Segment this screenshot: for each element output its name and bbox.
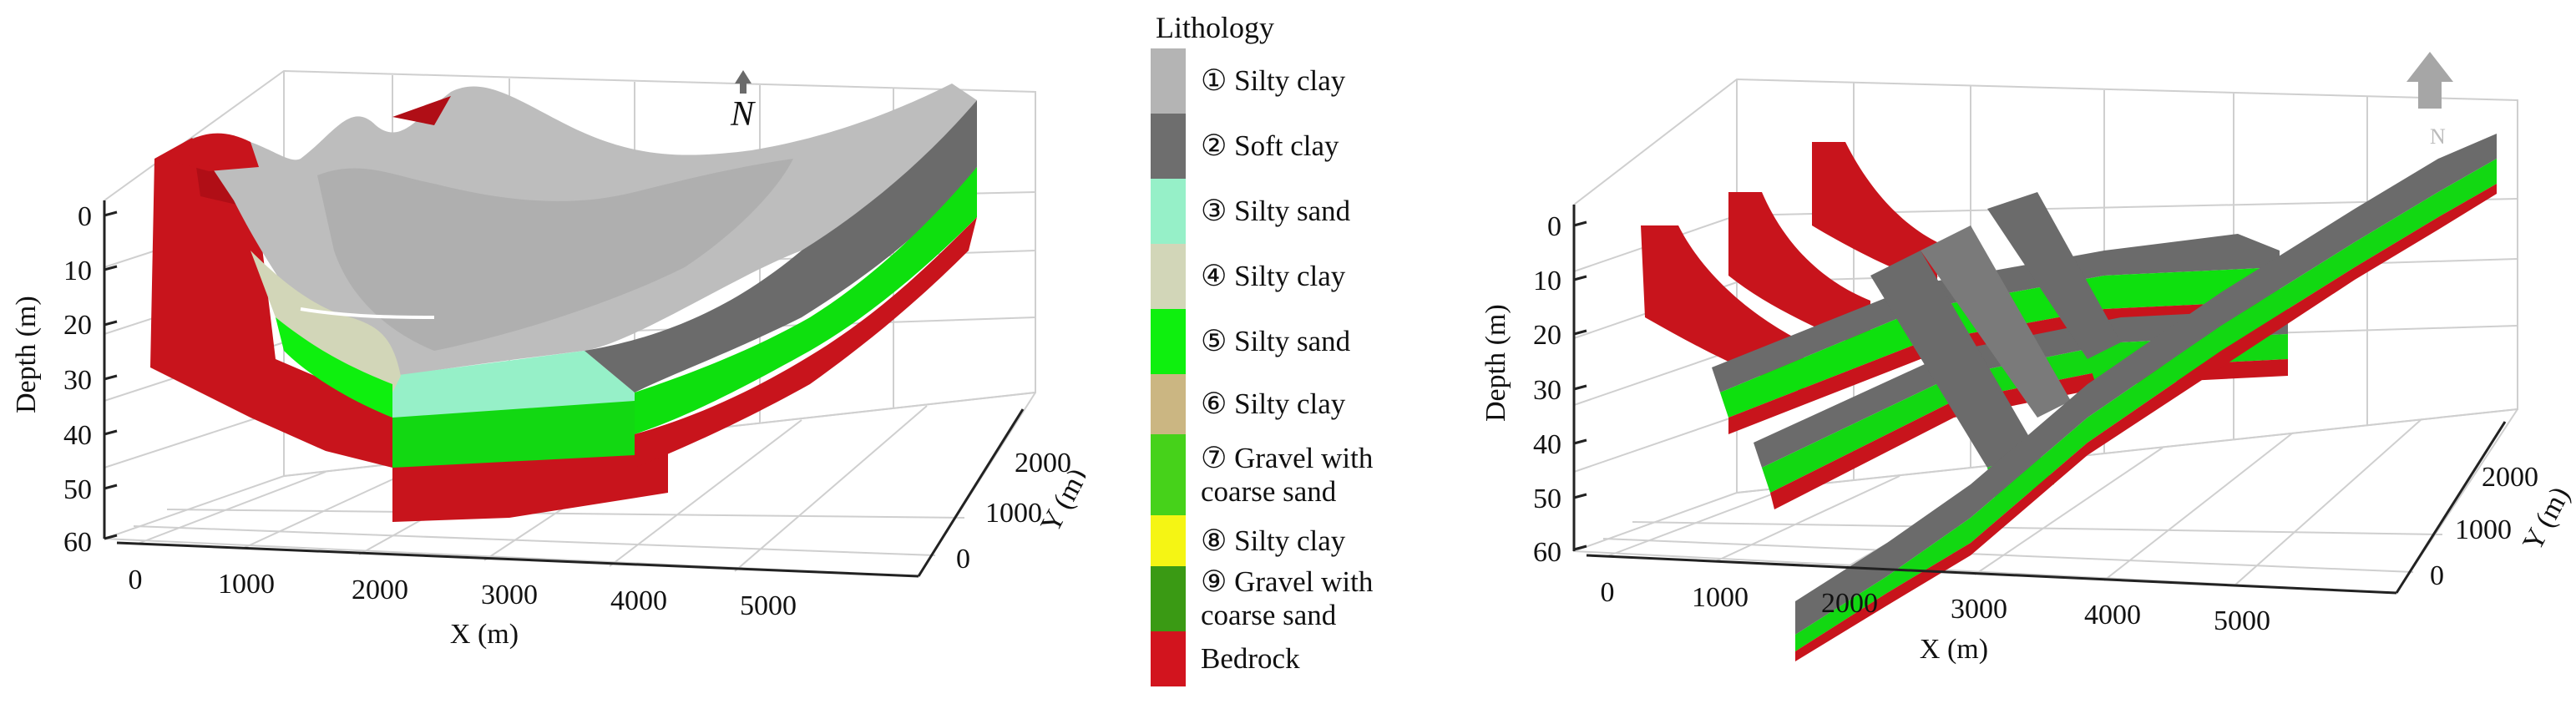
- right-x-tick: 3000: [1951, 594, 2007, 625]
- right-x-tick: 2000: [1821, 588, 1878, 619]
- left-depth-tick: 20: [63, 310, 92, 341]
- right-y-tick: 2000: [2482, 462, 2538, 493]
- left-y-tick: 1000: [985, 498, 1042, 529]
- left-y-axis: 0 1000 2000 Y (m): [917, 408, 1094, 577]
- legend-swatch: [1151, 48, 1186, 114]
- right-x-tick: 0: [1601, 577, 1615, 608]
- left-depth-tick: 0: [78, 201, 92, 232]
- left-y-tick: 0: [956, 544, 970, 575]
- legend-label: ⑧ Silty clay: [1201, 524, 1346, 557]
- left-depth-tick: 40: [63, 420, 92, 451]
- left-x-tick: 4000: [610, 585, 667, 616]
- left-north-arrow: N: [730, 70, 756, 134]
- legend-swatch: [1151, 114, 1186, 179]
- right-depth-axis: 0 10 20 30 40 50 60 Depth (m): [1480, 205, 1587, 568]
- left-plot-canvas: N 0 10 20 30 40 50 60 Depth (m) 0 1000: [11, 69, 1094, 650]
- legend-label: ⑥ Silty clay: [1201, 387, 1346, 420]
- left-depth-tick: 10: [63, 256, 92, 286]
- legend-label: ⑨ Gravel with coarse sand: [1201, 565, 1374, 631]
- right-depth-axis-label: Depth (m): [1480, 304, 1511, 422]
- right-y-axis: 0 1000 2000 Y (m): [2395, 421, 2576, 594]
- right-x-tick: 1000: [1692, 582, 1749, 613]
- right-x-tick: 5000: [2214, 605, 2270, 636]
- left-x-tick: 3000: [481, 580, 538, 610]
- legend-swatch: [1151, 179, 1186, 244]
- left-x-tick: 1000: [218, 569, 275, 600]
- legend-swatch: [1151, 244, 1186, 309]
- legend-label: ④ Silty clay: [1201, 260, 1346, 292]
- left-depth-axis-label: Depth (m): [11, 296, 42, 413]
- right-plot-canvas: N 0 10 20 30 40 50 60 Depth (m) 0 1000: [1480, 52, 2576, 665]
- legend-label: ⑦ Gravel with coarse sand: [1201, 441, 1374, 508]
- right-depth-tick: 50: [1533, 484, 1561, 514]
- legend-label: Bedrock: [1201, 642, 1300, 675]
- right-depth-tick: 10: [1533, 266, 1561, 296]
- legend-swatch: [1151, 566, 1186, 631]
- right-depth-tick: 0: [1547, 211, 1561, 242]
- right-cross-sections: [1641, 134, 2497, 661]
- right-3d-section-plot: N 0 10 20 30 40 50 60 Depth (m) 0 1000: [1453, 0, 2576, 700]
- left-depth-axis: 0 10 20 30 40 50 60 Depth (m): [11, 200, 118, 558]
- left-x-axis: 0 1000 2000 3000 4000 5000 X (m): [116, 541, 919, 650]
- legend-item: ③ Silty sand: [1151, 179, 1451, 244]
- legend-item: ⑤ Silty sand: [1151, 309, 1451, 374]
- left-x-tick: 0: [129, 565, 143, 595]
- legend-swatch: [1151, 434, 1186, 515]
- left-geologic-block: [150, 84, 977, 522]
- left-x-axis-label: X (m): [450, 619, 519, 650]
- left-x-tick: 2000: [352, 575, 408, 605]
- left-depth-tick: 60: [63, 527, 92, 558]
- legend-item: ⑥ Silty clay: [1151, 374, 1451, 434]
- right-y-axis-label: Y (m): [2517, 482, 2576, 556]
- left-depth-tick: 50: [63, 474, 92, 505]
- legend-swatch: [1151, 309, 1186, 374]
- lithology-legend: Lithology ① Silty clay ② Soft clay ③ Silty…: [1151, 0, 1451, 700]
- right-y-tick: 1000: [2455, 514, 2512, 545]
- right-north-label: N: [2430, 124, 2446, 149]
- legend-label: ③ Silty sand: [1201, 195, 1351, 227]
- legend-item: ⑨ Gravel with coarse sand: [1151, 565, 1451, 631]
- right-y-tick: 0: [2430, 560, 2444, 591]
- right-depth-tick: 60: [1533, 537, 1561, 568]
- right-depth-tick: 30: [1533, 375, 1561, 406]
- left-3d-model-plot: N 0 10 20 30 40 50 60 Depth (m) 0 1000: [0, 0, 1094, 700]
- legend-label: ① Silty clay: [1201, 64, 1346, 97]
- legend-item: ② Soft clay: [1151, 114, 1451, 179]
- right-north-arrow: N: [2406, 52, 2453, 149]
- legend-item: Bedrock: [1151, 631, 1451, 686]
- legend-item: ⑦ Gravel with coarse sand: [1151, 434, 1451, 515]
- legend-swatch: [1151, 631, 1186, 686]
- legend-item: ① Silty clay: [1151, 48, 1451, 114]
- left-north-label: N: [730, 95, 756, 134]
- legend-item: ⑧ Silty clay: [1151, 515, 1451, 566]
- legend-swatch: [1151, 515, 1186, 566]
- right-depth-tick: 40: [1533, 429, 1561, 460]
- left-y-tick: 2000: [1015, 448, 1071, 479]
- legend-swatch: [1151, 374, 1186, 434]
- legend-item: ④ Silty clay: [1151, 244, 1451, 309]
- right-x-axis: 0 1000 2000 3000 4000 5000 X (m): [1586, 554, 2397, 665]
- left-x-tick: 5000: [740, 590, 797, 621]
- right-depth-tick: 20: [1533, 320, 1561, 351]
- legend-label: ⑤ Silty sand: [1201, 325, 1351, 357]
- legend-title: Lithology: [1156, 11, 1274, 44]
- right-x-tick: 4000: [2084, 600, 2141, 631]
- legend-label: ② Soft clay: [1201, 129, 1339, 162]
- left-depth-tick: 30: [63, 365, 92, 396]
- right-x-axis-label: X (m): [1920, 634, 1988, 665]
